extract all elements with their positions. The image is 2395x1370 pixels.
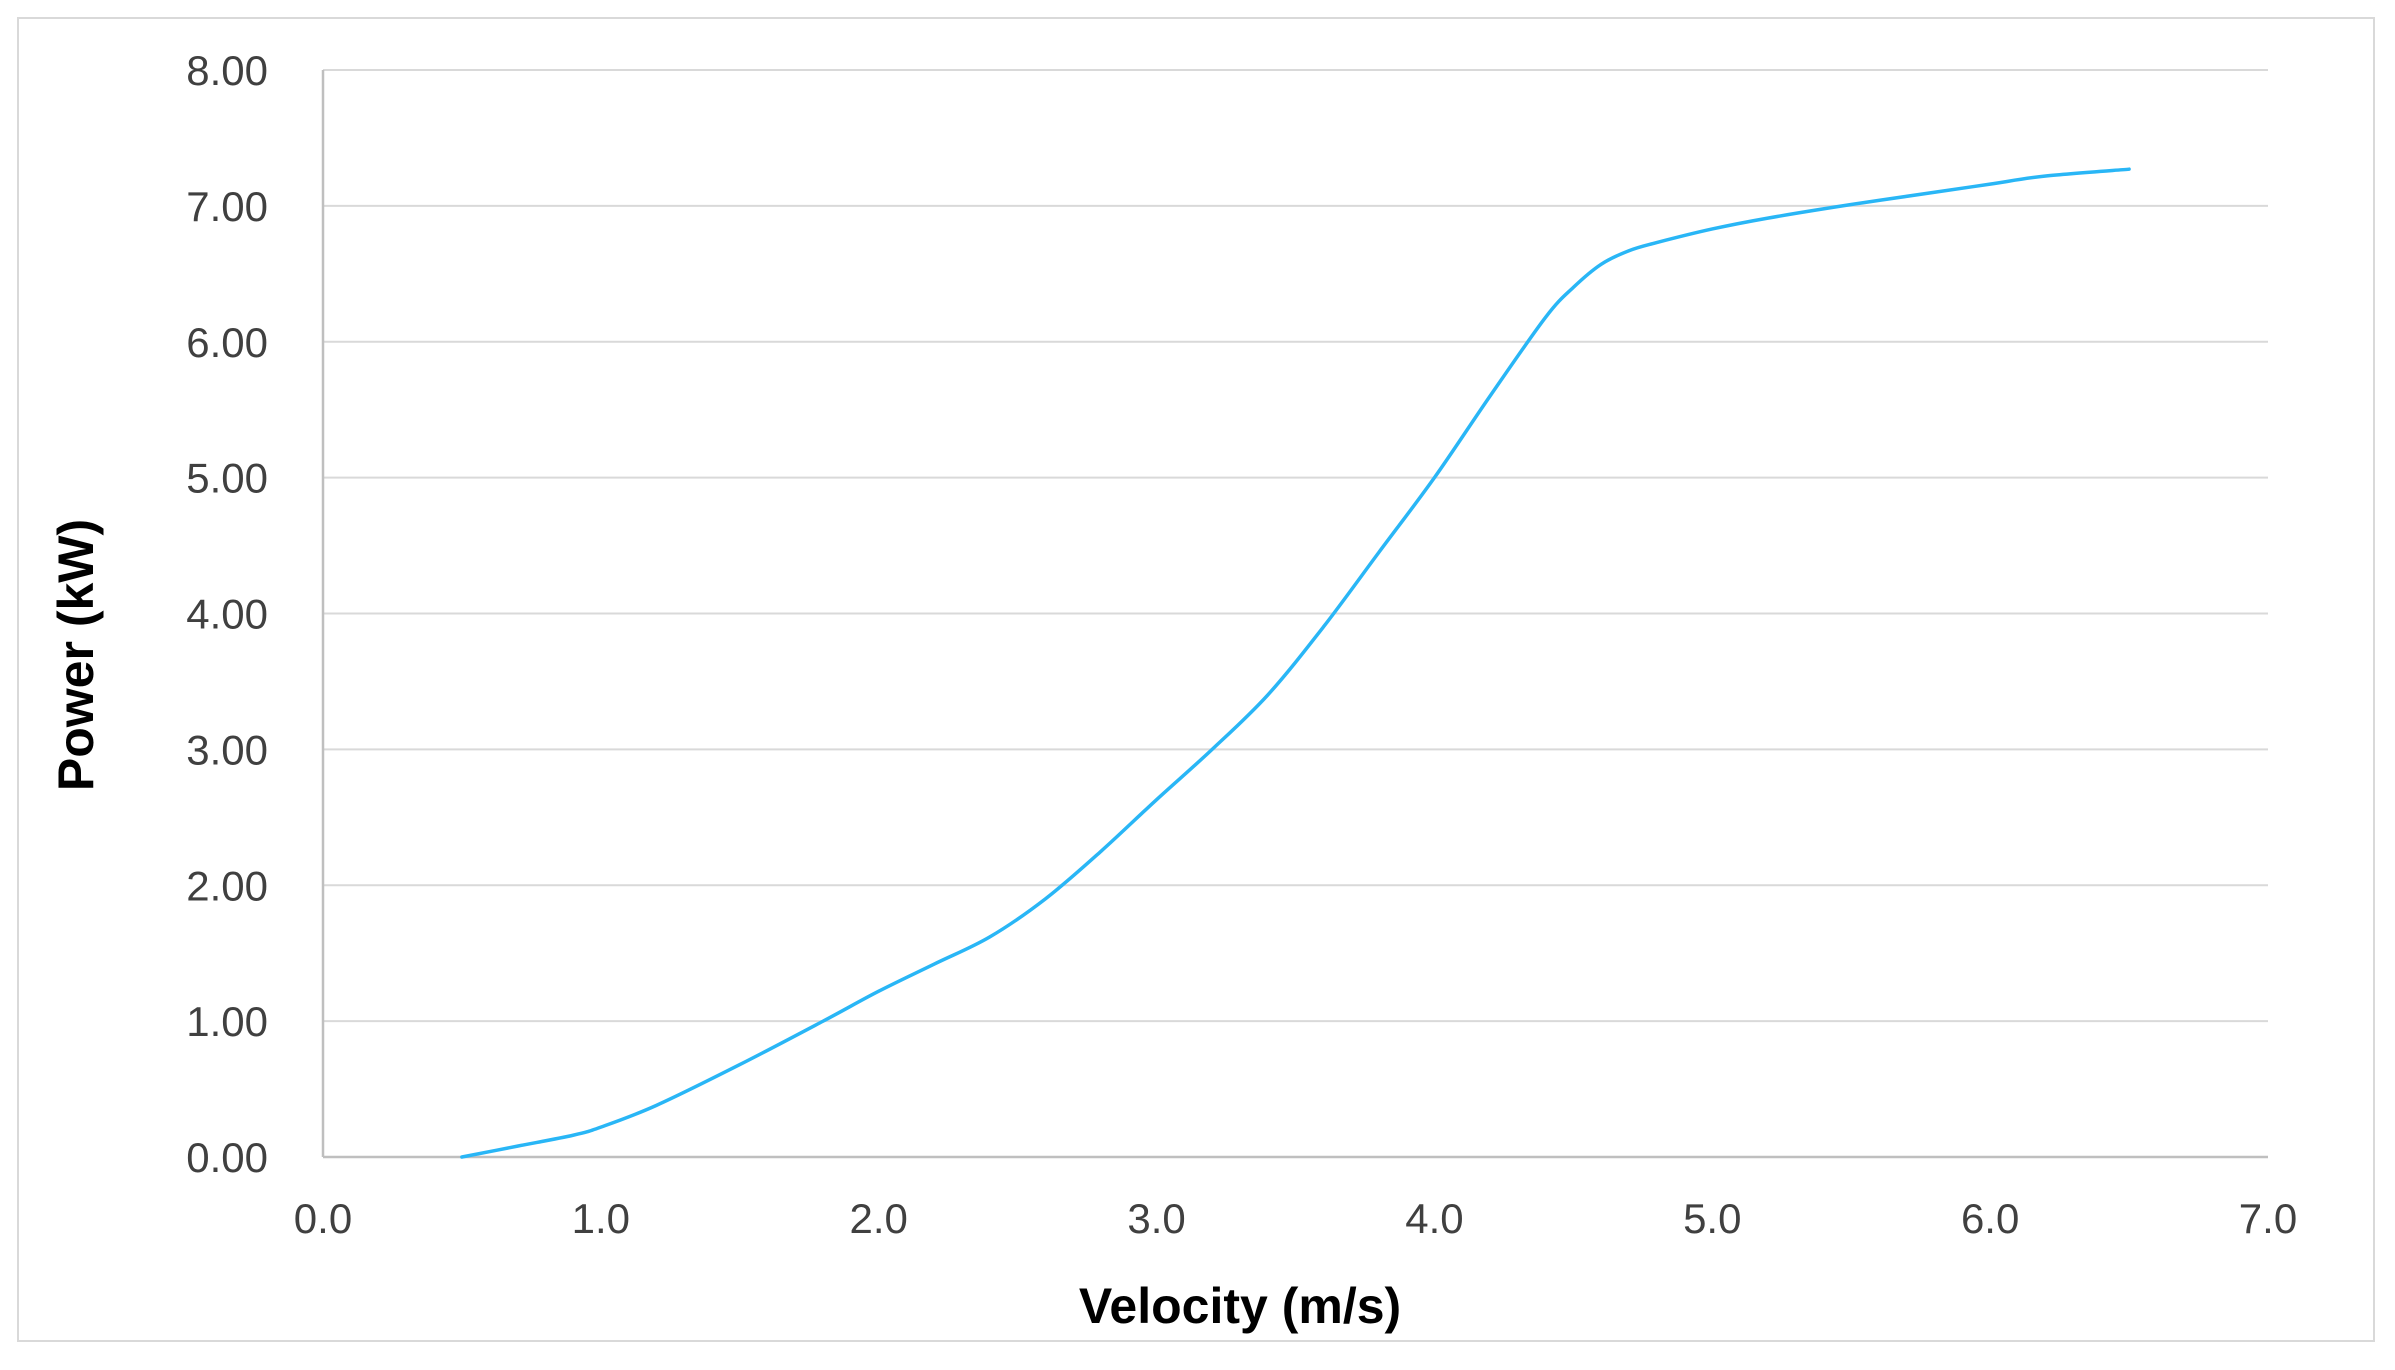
y-tick-labels: 0.00 1.00 2.00 3.00 4.00 5.00 6.00 7.00 8.00 [186,47,268,1181]
gridlines [323,69,2268,1023]
x-axis-title: Velocity (m/s) [1079,1278,1401,1334]
y-tick-label: 0.00 [186,1134,268,1181]
y-tick-label: 3.00 [186,726,268,773]
x-tick-label: 4.0 [1405,1195,1463,1242]
y-tick-label: 5.00 [186,455,268,502]
y-tick-label: 2.00 [186,862,268,909]
x-tick-label: 1.0 [572,1195,630,1242]
chart-frame [17,17,2375,1342]
x-tick-labels: 0.0 1.0 2.0 3.0 4.0 5.0 6.0 7.0 [294,1195,2297,1242]
y-tick-label: 6.00 [186,319,268,366]
axes [321,70,2268,1159]
x-tick-label: 3.0 [1127,1195,1185,1242]
series-layer [460,167,2131,1159]
x-tick-label: 2.0 [850,1195,908,1242]
x-tick-label: 7.0 [2239,1195,2297,1242]
y-tick-label: 4.00 [186,591,268,638]
y-tick-label: 8.00 [186,47,268,94]
x-tick-label: 5.0 [1683,1195,1741,1242]
x-tick-label: 6.0 [1961,1195,2019,1242]
y-axis-title: Power (kW) [48,519,104,791]
x-tick-label: 0.0 [294,1195,352,1242]
y-tick-label: 7.00 [186,183,268,230]
series-line-power [460,167,2131,1159]
y-tick-label: 1.00 [186,998,268,1045]
